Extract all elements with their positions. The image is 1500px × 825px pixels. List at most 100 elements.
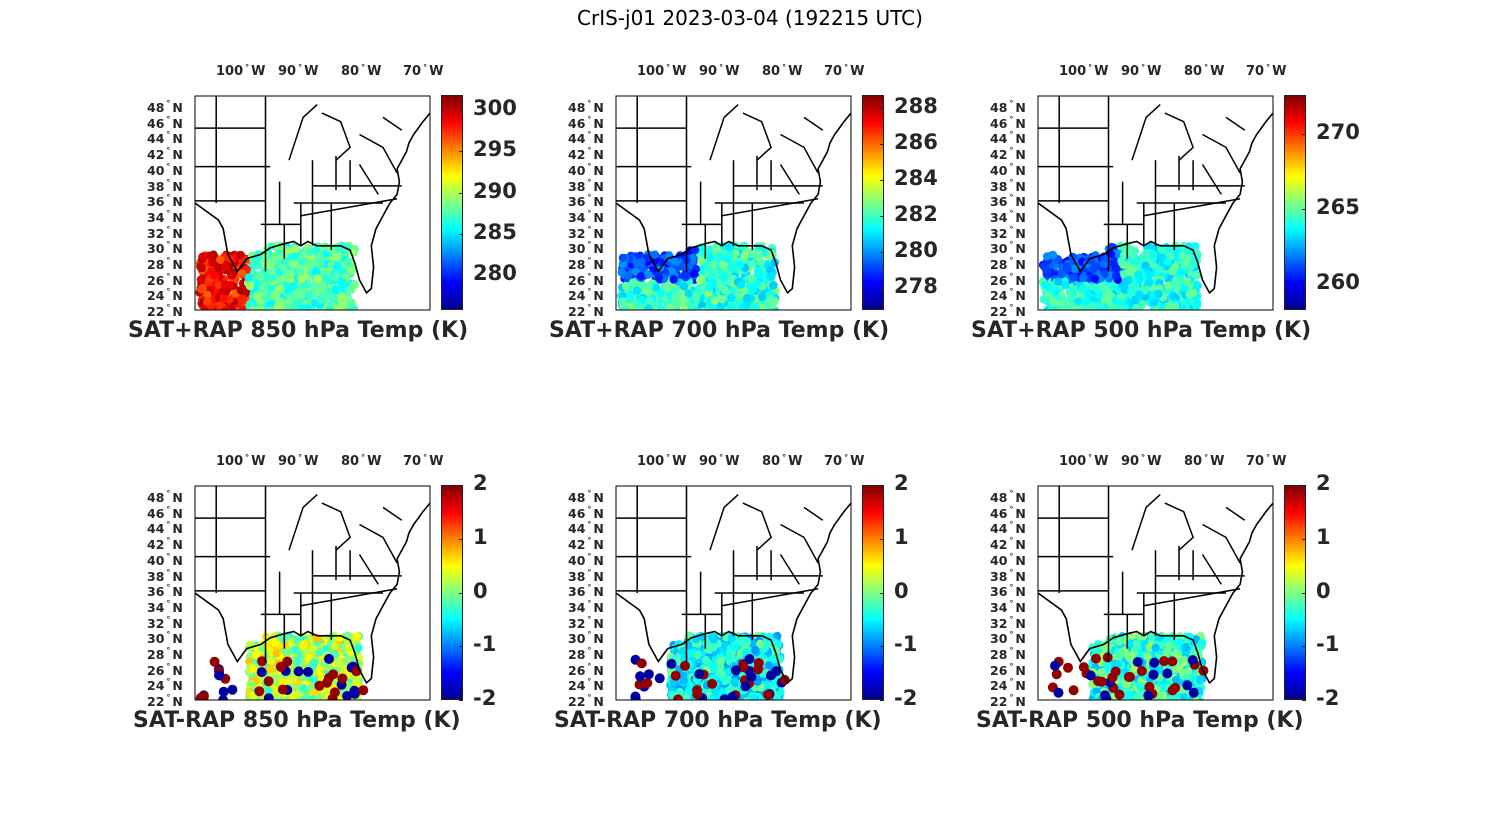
retrieval-point (326, 699, 331, 700)
colorbar-tick-label: 280 (473, 261, 517, 286)
retrieval-outlier (293, 666, 304, 677)
colorbar-tick-label: 0 (473, 578, 488, 603)
panel-title: SAT-RAP 700 hPa Temp (K) (554, 708, 882, 733)
lat-tick-label: 46 ° N (568, 504, 604, 521)
retrieval-point (688, 309, 692, 310)
retrieval-point (1063, 264, 1072, 273)
retrieval-point (350, 279, 359, 289)
retrieval-point (275, 275, 284, 284)
retrieval-point (250, 309, 254, 310)
retrieval-point (351, 309, 355, 310)
retrieval-point (1039, 295, 1048, 304)
retrieval-point (624, 271, 633, 280)
colorbar (1284, 95, 1306, 310)
state-border (709, 494, 739, 551)
retrieval-swath (1047, 631, 1209, 700)
retrieval-point (285, 297, 294, 306)
lat-tick-label: 44 ° N (568, 130, 604, 147)
retrieval-point (324, 309, 329, 310)
retrieval-point (1138, 300, 1147, 309)
lat-tick-label: 46 ° N (147, 114, 183, 131)
lat-tick-label: 44 ° N (147, 130, 183, 147)
state-border (382, 506, 403, 521)
retrieval-point (705, 283, 714, 292)
state-border (1131, 104, 1161, 161)
lat-tick-label: 42 ° N (147, 146, 183, 163)
retrieval-point (632, 286, 642, 295)
lat-tick-label: 38 ° N (568, 177, 604, 194)
retrieval-outlier (740, 681, 751, 692)
retrieval-outlier (719, 694, 730, 700)
retrieval-point (736, 280, 746, 289)
retrieval-point (651, 283, 661, 292)
retrieval-outlier (358, 685, 369, 696)
retrieval-point (299, 684, 308, 693)
retrieval-point (1121, 277, 1130, 287)
retrieval-point (657, 289, 666, 298)
retrieval-point (249, 664, 258, 673)
retrieval-point (618, 253, 628, 263)
colorbar-tick-label: 1 (473, 524, 488, 549)
retrieval-point (698, 307, 707, 310)
lon-tick-label: 90 ° W (699, 63, 740, 79)
retrieval-point (742, 300, 751, 309)
colorbar-tickmark (459, 233, 463, 235)
retrieval-point (726, 699, 731, 700)
retrieval-point (751, 646, 760, 655)
state-border (358, 164, 379, 195)
retrieval-point (622, 305, 631, 310)
retrieval-swath (630, 631, 790, 700)
retrieval-point (684, 289, 693, 298)
colorbar-tick-label: 300 (473, 95, 517, 120)
retrieval-point (311, 267, 321, 277)
retrieval-point (632, 298, 641, 307)
retrieval-point (753, 279, 762, 288)
retrieval-point (331, 273, 340, 282)
retrieval-point (272, 649, 281, 658)
lat-tick-label: 36 ° N (568, 583, 604, 600)
state-border (779, 554, 800, 585)
retrieval-point (312, 287, 322, 297)
colorbar-tickmark (459, 646, 463, 648)
lat-tick-label: 48 ° N (568, 99, 604, 115)
retrieval-point (333, 657, 342, 667)
lat-tick-label: 22 ° N (568, 303, 604, 319)
lat-tick-label: 30 ° N (147, 630, 183, 647)
colorbar-tick-label: 288 (894, 93, 938, 118)
lat-tick-label: 30 ° N (568, 630, 604, 647)
retrieval-point (288, 282, 298, 291)
retrieval-point (293, 636, 302, 645)
retrieval-point (275, 305, 285, 310)
retrieval-outlier (254, 686, 265, 697)
retrieval-point (658, 305, 667, 310)
retrieval-point (1144, 270, 1153, 280)
retrieval-point (267, 274, 277, 283)
lat-tick-label: 38 ° N (990, 177, 1026, 194)
retrieval-outlier (218, 686, 229, 697)
retrieval-point (730, 306, 739, 310)
retrieval-point (348, 309, 353, 310)
retrieval-point (282, 696, 292, 700)
retrieval-point (1168, 266, 1177, 275)
lat-tick-label: 42 ° N (568, 536, 604, 553)
retrieval-point (754, 270, 763, 279)
retrieval-point (1095, 301, 1104, 310)
colorbar-tickmark (459, 700, 463, 701)
panel-700-sum: 100 ° W 90 ° W 80 ° W 70 ° W 48 ° N 46 ° N 44 ° N 42 ° N 40 ° N 38 °… (546, 60, 966, 360)
retrieval-point (290, 645, 300, 655)
retrieval-point (621, 281, 631, 291)
retrieval-point (754, 248, 763, 258)
lat-tick-label: 46 ° N (568, 114, 604, 131)
retrieval-point (198, 252, 207, 261)
lat-tick-label: 28 ° N (147, 645, 183, 662)
colorbar-tick-label: 285 (473, 219, 517, 244)
retrieval-point (727, 633, 736, 643)
retrieval-point (335, 633, 344, 643)
retrieval-outlier (635, 671, 646, 682)
retrieval-point (214, 309, 220, 310)
retrieval-point (709, 635, 718, 644)
colorbar-tickmark (459, 151, 463, 153)
lon-tick-label: 70 ° W (1246, 63, 1287, 79)
coastline (1038, 112, 1273, 295)
retrieval-point (709, 307, 718, 310)
